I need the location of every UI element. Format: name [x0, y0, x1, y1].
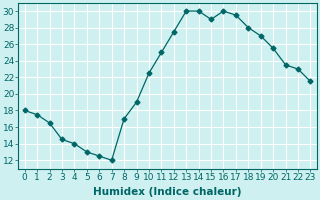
- X-axis label: Humidex (Indice chaleur): Humidex (Indice chaleur): [93, 187, 242, 197]
